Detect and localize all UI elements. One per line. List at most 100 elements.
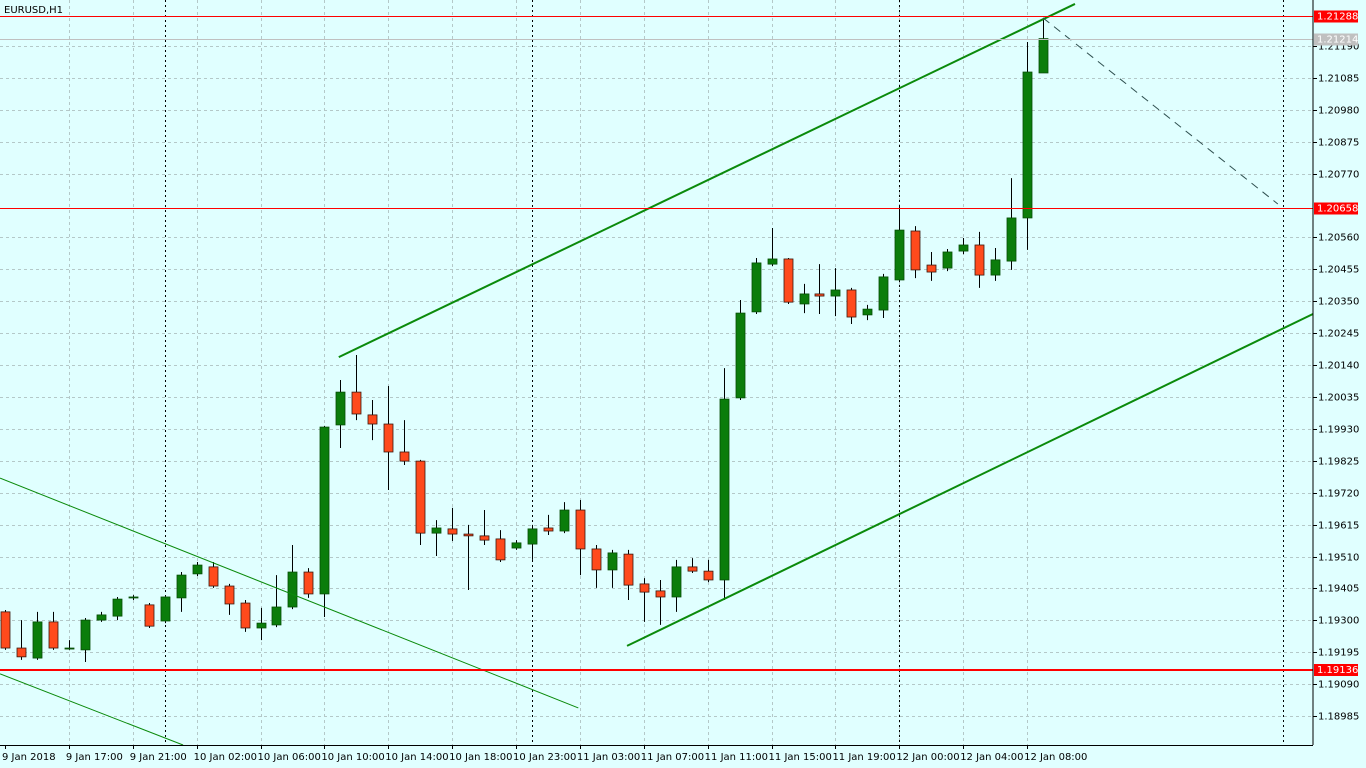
candle-body bbox=[383, 423, 394, 453]
candle-body bbox=[591, 548, 602, 571]
candle-body bbox=[735, 312, 746, 399]
y-tick-label: 1.20770 bbox=[1318, 170, 1359, 181]
candle-body bbox=[256, 622, 267, 629]
candle-body bbox=[0, 611, 11, 649]
candle-body bbox=[303, 571, 314, 595]
candle-body bbox=[719, 398, 730, 581]
candle-body bbox=[1038, 38, 1049, 74]
candle-body bbox=[830, 289, 841, 297]
price-label-box bbox=[1314, 33, 1358, 46]
y-tick-label: 1.18985 bbox=[1318, 712, 1359, 723]
candle-body bbox=[128, 596, 139, 599]
x-tick-label: 12 Jan 00:00 bbox=[896, 752, 959, 763]
candle-body bbox=[64, 647, 75, 650]
candle-body bbox=[767, 258, 778, 265]
candle-body bbox=[495, 538, 506, 561]
candle-body bbox=[511, 542, 522, 549]
candle-body bbox=[208, 566, 219, 587]
plot-area bbox=[0, 3, 1314, 746]
y-tick-label: 1.20140 bbox=[1318, 361, 1359, 372]
candle-body bbox=[575, 509, 586, 550]
x-tick-label: 10 Jan 14:00 bbox=[385, 752, 448, 763]
candle-body bbox=[623, 553, 634, 586]
x-tick-label: 11 Jan 07:00 bbox=[641, 752, 704, 763]
x-tick-label: 11 Jan 19:00 bbox=[832, 752, 895, 763]
y-tick-label: 1.19090 bbox=[1318, 680, 1359, 691]
candle-body bbox=[703, 570, 714, 581]
y-tick-label: 1.20455 bbox=[1318, 265, 1359, 276]
candle-body bbox=[671, 566, 682, 598]
trendline bbox=[338, 3, 1076, 359]
candle-body bbox=[687, 566, 698, 572]
price-label-box bbox=[1314, 202, 1358, 215]
y-tick-label: 1.20875 bbox=[1318, 138, 1359, 149]
candle-body bbox=[144, 604, 155, 627]
candle-body bbox=[80, 619, 91, 651]
candle-body bbox=[607, 552, 618, 571]
candle-body bbox=[527, 528, 538, 545]
x-tick-label: 11 Jan 11:00 bbox=[705, 752, 768, 763]
candle-body bbox=[415, 460, 426, 534]
candle-body bbox=[447, 528, 458, 535]
y-tick-label: 1.21190 bbox=[1318, 42, 1359, 53]
y-tick-label: 1.19825 bbox=[1318, 457, 1359, 468]
price-label: 1.21214 bbox=[1317, 35, 1358, 46]
trendline bbox=[1042, 17, 1279, 205]
candle-body bbox=[751, 262, 762, 313]
candle-body bbox=[319, 426, 330, 595]
y-tick-label: 1.20980 bbox=[1318, 106, 1359, 117]
candle-body bbox=[783, 258, 794, 303]
price-label-box bbox=[1314, 10, 1358, 23]
x-tick-label: 11 Jan 15:00 bbox=[769, 752, 832, 763]
candle-body bbox=[160, 596, 171, 622]
y-tick-label: 1.19720 bbox=[1318, 489, 1359, 500]
candle-body bbox=[894, 229, 905, 281]
candle-body bbox=[878, 276, 889, 311]
candle-body bbox=[48, 621, 59, 649]
y-tick-label: 1.19300 bbox=[1318, 616, 1359, 627]
y-tick-label: 1.19510 bbox=[1318, 553, 1359, 564]
x-tick-label: 12 Jan 08:00 bbox=[1024, 752, 1087, 763]
y-tick-label: 1.20560 bbox=[1318, 233, 1359, 244]
candle-body bbox=[240, 602, 251, 629]
candle-body bbox=[814, 293, 825, 297]
candle-body bbox=[431, 527, 442, 534]
y-tick-label: 1.20245 bbox=[1318, 329, 1359, 340]
x-tick-label: 9 Jan 21:00 bbox=[130, 752, 187, 763]
x-tick-label: 11 Jan 03:00 bbox=[577, 752, 640, 763]
price-label-box bbox=[1314, 664, 1358, 676]
candle-body bbox=[335, 391, 346, 426]
y-tick-label: 1.19615 bbox=[1318, 521, 1359, 532]
candle-body bbox=[16, 647, 27, 658]
y-tick-label: 1.20035 bbox=[1318, 393, 1359, 404]
x-tick-label: 12 Jan 04:00 bbox=[960, 752, 1023, 763]
candle-body bbox=[559, 509, 570, 532]
candle-body bbox=[942, 251, 953, 269]
candle-body bbox=[799, 293, 810, 305]
price-label: 1.19136 bbox=[1317, 665, 1358, 676]
candle-body bbox=[846, 289, 857, 318]
x-tick-label: 10 Jan 06:00 bbox=[258, 752, 321, 763]
candle-body bbox=[974, 244, 985, 276]
candle-body bbox=[367, 414, 378, 425]
candle-body bbox=[399, 451, 410, 462]
candle-body bbox=[543, 527, 554, 532]
candle-body bbox=[463, 533, 474, 537]
x-tick-label: 10 Jan 23:00 bbox=[513, 752, 576, 763]
candle-body bbox=[96, 614, 107, 621]
trendline bbox=[0, 673, 184, 746]
candle-body bbox=[958, 244, 969, 252]
y-tick-label: 1.19930 bbox=[1318, 425, 1359, 436]
x-tick-label: 10 Jan 10:00 bbox=[321, 752, 384, 763]
candle-body bbox=[351, 391, 362, 415]
candle-body bbox=[990, 259, 1001, 276]
candle-body bbox=[192, 564, 203, 575]
y-tick-label: 1.20350 bbox=[1318, 297, 1359, 308]
candle-body bbox=[862, 308, 873, 316]
x-tick-label: 9 Jan 2018 bbox=[2, 752, 56, 763]
candle-body bbox=[287, 571, 298, 608]
y-tick-label: 1.19195 bbox=[1318, 648, 1359, 659]
candle-body bbox=[926, 264, 937, 273]
